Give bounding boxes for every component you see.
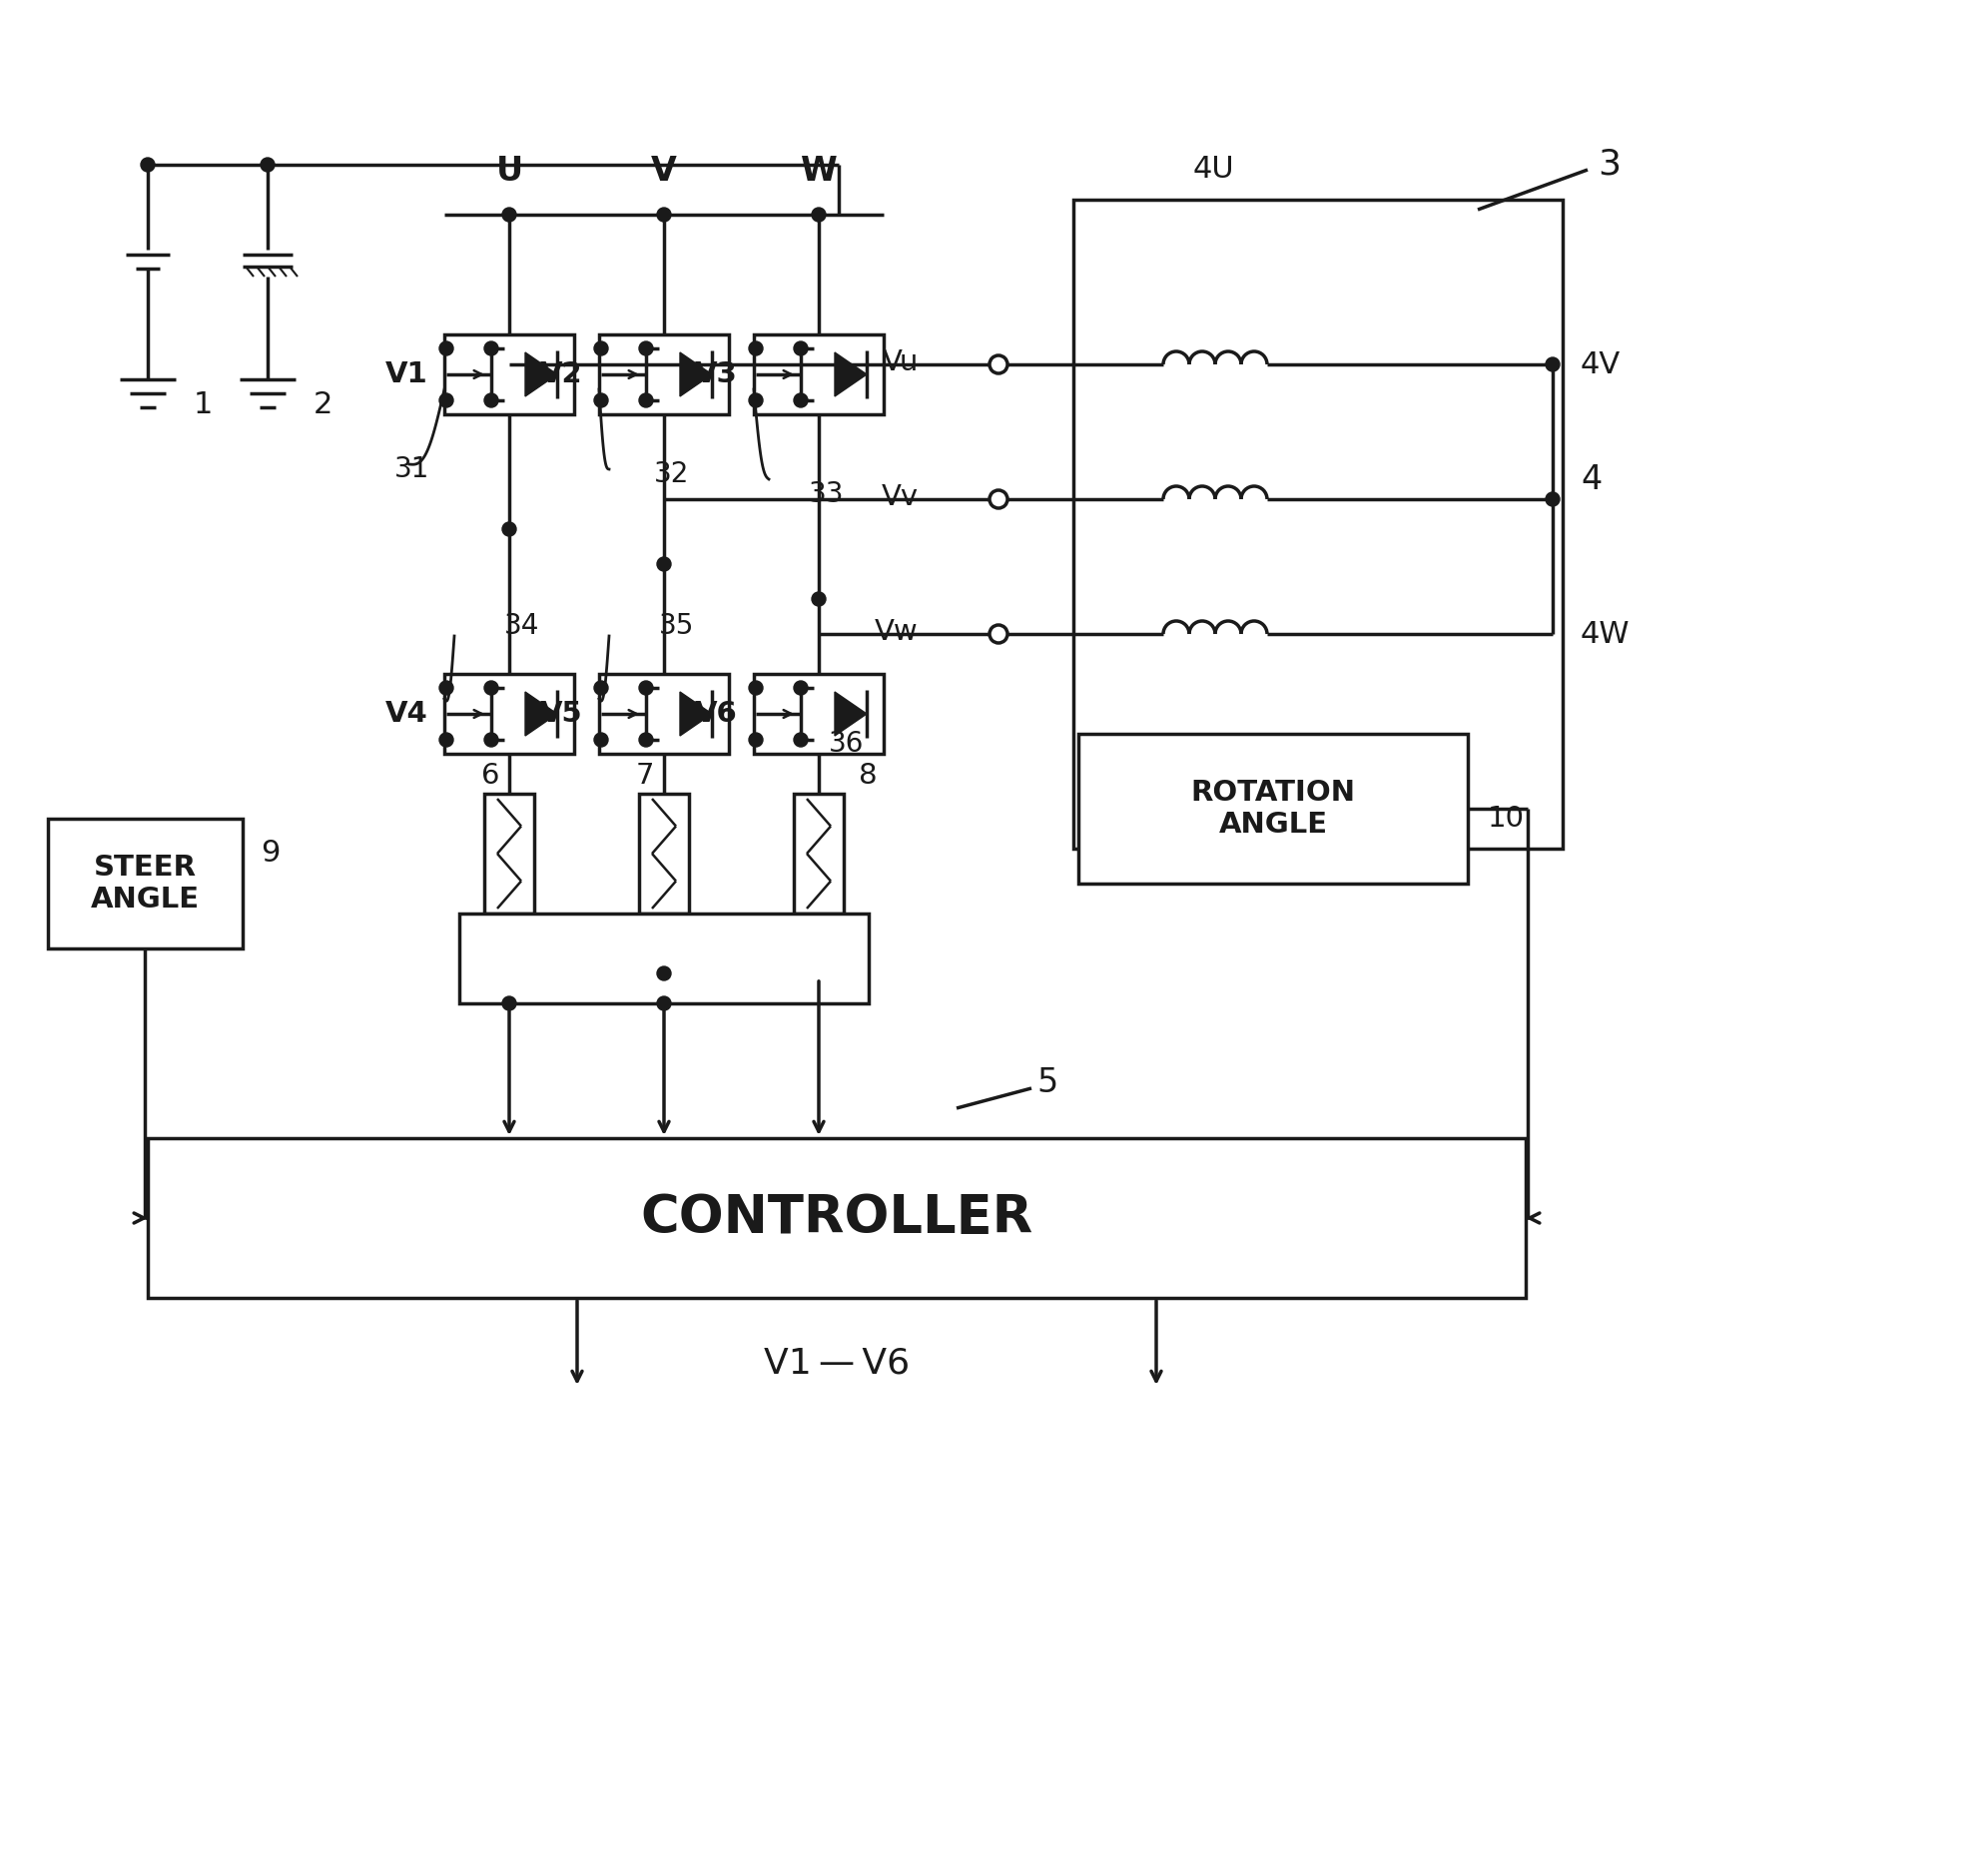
Text: V6: V6 [694,700,738,728]
Bar [598,674,730,754]
Bar [793,793,843,914]
Bar [753,334,885,414]
Bar [1077,734,1467,884]
Text: 8: 8 [859,761,877,789]
Circle shape [503,208,517,221]
Circle shape [811,592,825,605]
Text: 36: 36 [829,730,865,758]
Circle shape [749,682,763,695]
Circle shape [811,208,825,221]
Text: V3: V3 [694,360,738,388]
Text: V4: V4 [386,700,427,728]
Circle shape [656,997,672,1010]
Circle shape [656,966,672,980]
Polygon shape [525,353,557,396]
Text: Vv: Vv [881,483,918,511]
Polygon shape [525,693,557,735]
Circle shape [638,734,652,747]
Circle shape [638,342,652,355]
Text: V5: V5 [541,700,582,728]
Text: 5: 5 [1036,1066,1058,1099]
Text: 4: 4 [1580,462,1602,496]
Circle shape [485,342,499,355]
Circle shape [1545,492,1561,507]
Text: 1: 1 [193,390,213,420]
Circle shape [990,626,1008,643]
Bar [48,819,243,949]
Circle shape [594,342,608,355]
Circle shape [439,394,453,407]
Bar [753,674,885,754]
Text: 9: 9 [260,839,280,867]
Text: STEER
ANGLE: STEER ANGLE [89,854,199,914]
Circle shape [485,682,499,695]
Circle shape [990,490,1008,509]
Text: 3: 3 [1598,149,1620,182]
Circle shape [503,522,517,537]
Circle shape [638,394,652,407]
Text: 32: 32 [654,461,690,488]
Text: Vw: Vw [875,618,918,646]
Bar [147,1138,1525,1298]
Circle shape [594,734,608,747]
Circle shape [503,997,517,1010]
Circle shape [793,394,807,407]
Bar [598,334,730,414]
Circle shape [793,342,807,355]
Circle shape [141,158,155,171]
Bar [485,793,535,914]
Circle shape [749,734,763,747]
Bar [459,914,869,1003]
Text: V1 — V6: V1 — V6 [763,1346,911,1380]
Text: U: U [495,156,523,188]
Circle shape [260,158,274,171]
Text: V1: V1 [386,360,427,388]
Text: 31: 31 [394,455,429,483]
Text: 7: 7 [636,761,654,789]
Circle shape [594,682,608,695]
Circle shape [749,394,763,407]
Circle shape [656,557,672,572]
Bar [445,674,575,754]
Circle shape [485,394,499,407]
Text: 6: 6 [481,761,499,789]
Text: 4W: 4W [1580,620,1630,648]
Circle shape [439,342,453,355]
Text: 4U: 4U [1193,156,1235,184]
Circle shape [594,394,608,407]
Text: 33: 33 [809,481,845,509]
Circle shape [638,682,652,695]
Text: 35: 35 [658,613,694,641]
Text: 34: 34 [505,613,539,641]
Circle shape [793,682,807,695]
Text: ROTATION
ANGLE: ROTATION ANGLE [1191,778,1356,839]
Bar [445,334,575,414]
Circle shape [749,342,763,355]
Polygon shape [680,693,712,735]
Bar [1074,201,1563,849]
Text: 10: 10 [1487,804,1525,832]
Bar [638,793,690,914]
Text: V: V [652,156,678,188]
Polygon shape [835,353,867,396]
Text: V2: V2 [541,360,582,388]
Text: Vu: Vu [883,349,918,377]
Polygon shape [680,353,712,396]
Circle shape [656,208,672,221]
Circle shape [439,682,453,695]
Text: 4V: 4V [1580,349,1620,379]
Circle shape [990,355,1008,373]
Text: W: W [801,156,837,188]
Circle shape [485,734,499,747]
Text: 2: 2 [312,390,332,420]
Circle shape [793,734,807,747]
Circle shape [1545,357,1561,371]
Circle shape [439,734,453,747]
Text: CONTROLLER: CONTROLLER [640,1192,1034,1244]
Polygon shape [835,693,867,735]
